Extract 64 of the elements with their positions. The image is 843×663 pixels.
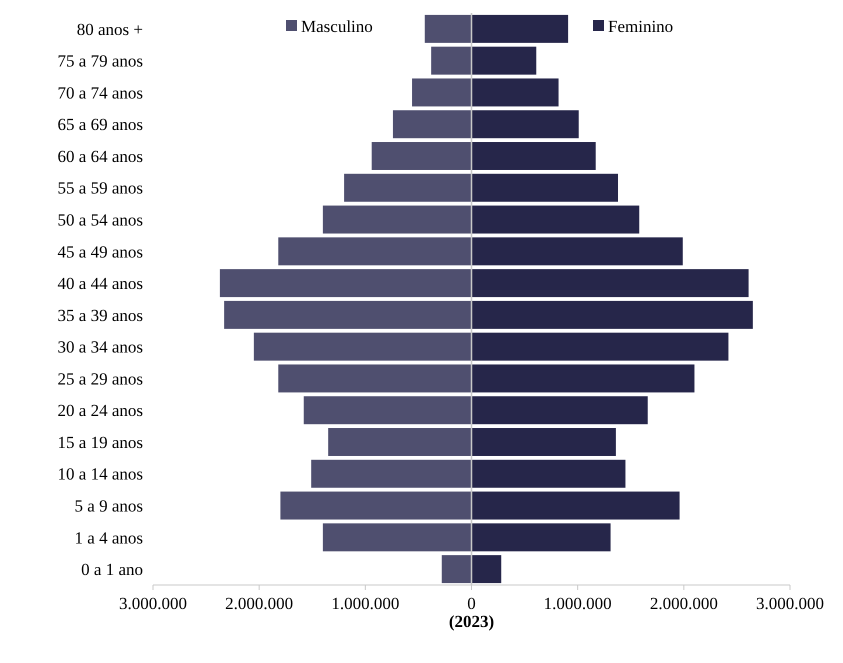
y-tick-label: 40 a 44 anos — [58, 274, 143, 294]
y-tick-label: 65 a 69 anos — [58, 115, 143, 134]
bar — [311, 460, 472, 488]
bar — [472, 174, 618, 202]
x-axis-title: (2023) — [448, 612, 494, 631]
y-tick-label: 5 a 9 anos — [74, 496, 143, 516]
x-tick-label: 1.000.000 — [331, 594, 400, 613]
x-tick-label: 2.000.000 — [225, 594, 294, 613]
y-tick-label: 80 anos + — [76, 20, 143, 39]
y-tick-label: 10 a 14 anos — [58, 464, 143, 484]
y-tick-label: 20 a 24 anos — [58, 401, 143, 420]
legend-label: Masculino — [301, 16, 373, 36]
y-tick-label: 55 a 59 anos — [58, 178, 143, 198]
bar — [412, 78, 472, 106]
x-tick-label: 0 — [467, 594, 476, 613]
bar — [472, 523, 611, 552]
bar — [278, 364, 472, 392]
bar — [472, 555, 502, 584]
bar — [304, 396, 472, 424]
bar — [254, 332, 472, 361]
y-tick-label: 60 a 64 anos — [58, 146, 143, 166]
bar — [472, 237, 683, 266]
x-tick-label: 3.000.000 — [756, 594, 824, 613]
y-tick-label: 75 a 79 anos — [58, 52, 143, 71]
bar — [322, 206, 472, 234]
bar — [224, 300, 472, 329]
bar — [278, 237, 472, 266]
y-tick-label: 25 a 29 anos — [58, 369, 143, 388]
bar — [472, 78, 559, 106]
bar — [472, 364, 694, 392]
bar — [220, 269, 472, 298]
bar — [472, 206, 640, 234]
bar — [472, 14, 568, 43]
bar — [344, 174, 472, 202]
y-tick-label: 35 a 39 anos — [58, 306, 143, 325]
bar — [392, 110, 472, 138]
bar — [372, 142, 472, 170]
bar — [472, 428, 616, 456]
legend-label: Feminino — [608, 16, 674, 36]
bar — [442, 555, 472, 584]
bar — [431, 46, 472, 75]
bar — [424, 14, 472, 43]
bar — [328, 428, 472, 456]
bar — [472, 46, 536, 75]
bar — [472, 110, 579, 138]
bar — [472, 142, 596, 170]
x-tick-label: 1.000.000 — [544, 594, 612, 613]
bar — [472, 396, 648, 424]
y-tick-label: 30 a 34 anos — [58, 338, 143, 357]
bar — [280, 492, 472, 520]
bar — [472, 300, 753, 329]
bar — [472, 332, 728, 361]
y-tick-label: 15 a 19 anos — [58, 432, 143, 452]
y-tick-label: 0 a 1 ano — [81, 560, 143, 580]
bar — [472, 460, 626, 488]
x-tick-label: 2.000.000 — [650, 594, 718, 613]
y-tick-label: 50 a 54 anos — [58, 210, 143, 230]
bar — [322, 523, 472, 552]
y-tick-label: 70 a 74 anos — [58, 83, 143, 102]
bar — [472, 269, 749, 298]
y-tick-label: 45 a 49 anos — [58, 242, 143, 262]
x-tick-label: 3.000.000 — [119, 594, 187, 613]
bar — [472, 492, 680, 520]
y-tick-label: 1 a 4 anos — [74, 528, 143, 548]
